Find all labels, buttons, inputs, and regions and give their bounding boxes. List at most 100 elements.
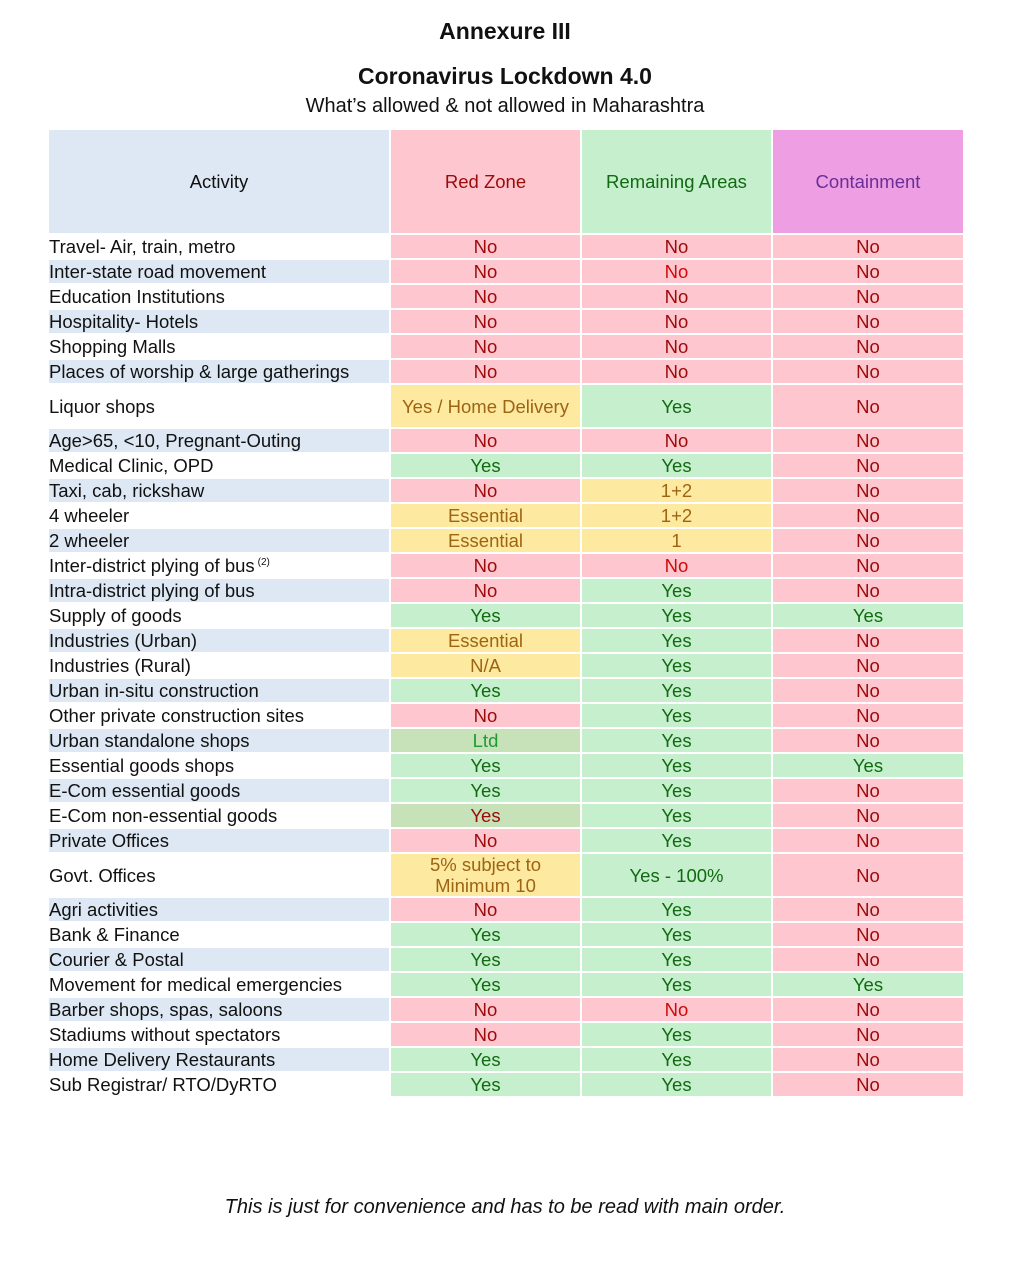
remaining-areas-cell: Yes [580,1021,773,1048]
remaining-areas-cell: Yes [580,896,773,923]
red-zone-cell: No [389,1021,582,1048]
remaining-areas-cell: No [580,552,773,579]
remaining-areas-cell: No [580,358,773,385]
red-zone-cell: N/A [389,652,582,679]
table-row: Home Delivery Restaurants Yes Yes No [47,1046,965,1073]
red-zone-cell: No [389,552,582,579]
red-zone-cell: Yes [389,1071,582,1098]
containment-cell: No [771,452,965,479]
containment-cell: No [771,946,965,973]
table-row: Age>65, <10, Pregnant-Outing No No No [47,427,965,454]
red-zone-cell: Yes [389,802,582,829]
header-containment: Containment [771,128,965,235]
remaining-areas-cell: Yes [580,802,773,829]
table-row: Places of worship & large gatherings No … [47,358,965,385]
activity-cell: Govt. Offices [47,852,391,898]
red-zone-cell: No [389,427,582,454]
header-activity: Activity [47,128,391,235]
remaining-areas-cell: Yes [580,727,773,754]
remaining-areas-cell: No [580,996,773,1023]
containment-cell: No [771,358,965,385]
table-row: Urban standalone shops Ltd Yes No [47,727,965,754]
containment-cell: No [771,727,965,754]
red-zone-cell: Essential [389,527,582,554]
red-zone-cell: Yes [389,1046,582,1073]
activity-cell: Inter-district plying of bus (2) [47,552,391,579]
remaining-areas-cell: 1+2 [580,477,773,504]
activity-cell: Urban in-situ construction [47,677,391,704]
red-zone-cell: No [389,996,582,1023]
activity-cell: Supply of goods [47,602,391,629]
remaining-areas-cell: Yes - 100% [580,852,773,898]
table-row: Courier & Postal Yes Yes No [47,946,965,973]
remaining-areas-cell: No [580,233,773,260]
containment-cell: No [771,777,965,804]
table-row: Supply of goods Yes Yes Yes [47,602,965,629]
containment-cell: No [771,1021,965,1048]
red-zone-cell: Yes [389,971,582,998]
activity-cell: Industries (Rural) [47,652,391,679]
table-row: Other private construction sites No Yes … [47,702,965,729]
containment-cell: No [771,527,965,554]
table-row: Private Offices No Yes No [47,827,965,854]
containment-cell: No [771,383,965,429]
remaining-areas-cell: 1+2 [580,502,773,529]
red-zone-cell: No [389,233,582,260]
activity-cell: Industries (Urban) [47,627,391,654]
table-row: Taxi, cab, rickshaw No 1+2 No [47,477,965,504]
activity-cell: Essential goods shops [47,752,391,779]
remaining-areas-cell: Yes [580,627,773,654]
containment-cell: Yes [771,752,965,779]
footer-note: This is just for convenience and has to … [224,1196,786,1218]
header-red-zone: Red Zone [389,128,582,235]
remaining-areas-cell: Yes [580,677,773,704]
table-row: Movement for medical emergencies Yes Yes… [47,971,965,998]
remaining-areas-cell: Yes [580,702,773,729]
red-zone-cell: No [389,477,582,504]
activity-cell: Stadiums without spectators [47,1021,391,1048]
remaining-areas-cell: No [580,258,773,285]
table-row: Bank & Finance Yes Yes No [47,921,965,948]
table-row: Intra-district plying of bus No Yes No [47,577,965,604]
containment-cell: No [771,827,965,854]
red-zone-cell: Yes [389,677,582,704]
containment-cell: No [771,333,965,360]
containment-cell: No [771,577,965,604]
table-row: Essential goods shops Yes Yes Yes [47,752,965,779]
containment-cell: No [771,702,965,729]
table-row: Stadiums without spectators No Yes No [47,1021,965,1048]
red-zone-cell: Essential [389,502,582,529]
activity-cell: Private Offices [47,827,391,854]
activity-cell: Movement for medical emergencies [47,971,391,998]
red-zone-cell: Essential [389,627,582,654]
containment-cell: No [771,1071,965,1098]
activity-cell: Taxi, cab, rickshaw [47,477,391,504]
activity-cell: Home Delivery Restaurants [47,1046,391,1073]
red-zone-cell: Yes [389,752,582,779]
activity-cell: Education Institutions [47,283,391,310]
table-row: Inter-district plying of bus (2) No No No [47,552,965,579]
table-row: Inter-state road movement No No No [47,258,965,285]
red-zone-cell: Yes [389,946,582,973]
activity-cell: Medical Clinic, OPD [47,452,391,479]
activity-cell: Hospitality- Hotels [47,308,391,335]
table-row: Education Institutions No No No [47,283,965,310]
table-row: Agri activities No Yes No [47,896,965,923]
red-zone-cell: No [389,827,582,854]
remaining-areas-cell: 1 [580,527,773,554]
activity-cell: 4 wheeler [47,502,391,529]
table-row: Industries (Rural) N/A Yes No [47,652,965,679]
table-row: Sub Registrar/ RTO/DyRTO Yes Yes No [47,1071,965,1098]
red-zone-cell: Yes / Home Delivery [389,383,582,429]
containment-cell: Yes [771,602,965,629]
containment-cell: Yes [771,971,965,998]
activity-cell: 2 wheeler [47,527,391,554]
table-row: Urban in-situ construction Yes Yes No [47,677,965,704]
containment-cell: No [771,652,965,679]
table-row: Industries (Urban) Essential Yes No [47,627,965,654]
red-zone-cell: 5% subject to Minimum 10 [389,852,582,898]
containment-cell: No [771,921,965,948]
activity-label: Inter-district plying of bus [49,555,255,576]
lockdown-table: Activity Red Zone Remaining Areas Contai… [47,128,965,1098]
table-row: Govt. Offices 5% subject to Minimum 10 Y… [47,852,965,898]
